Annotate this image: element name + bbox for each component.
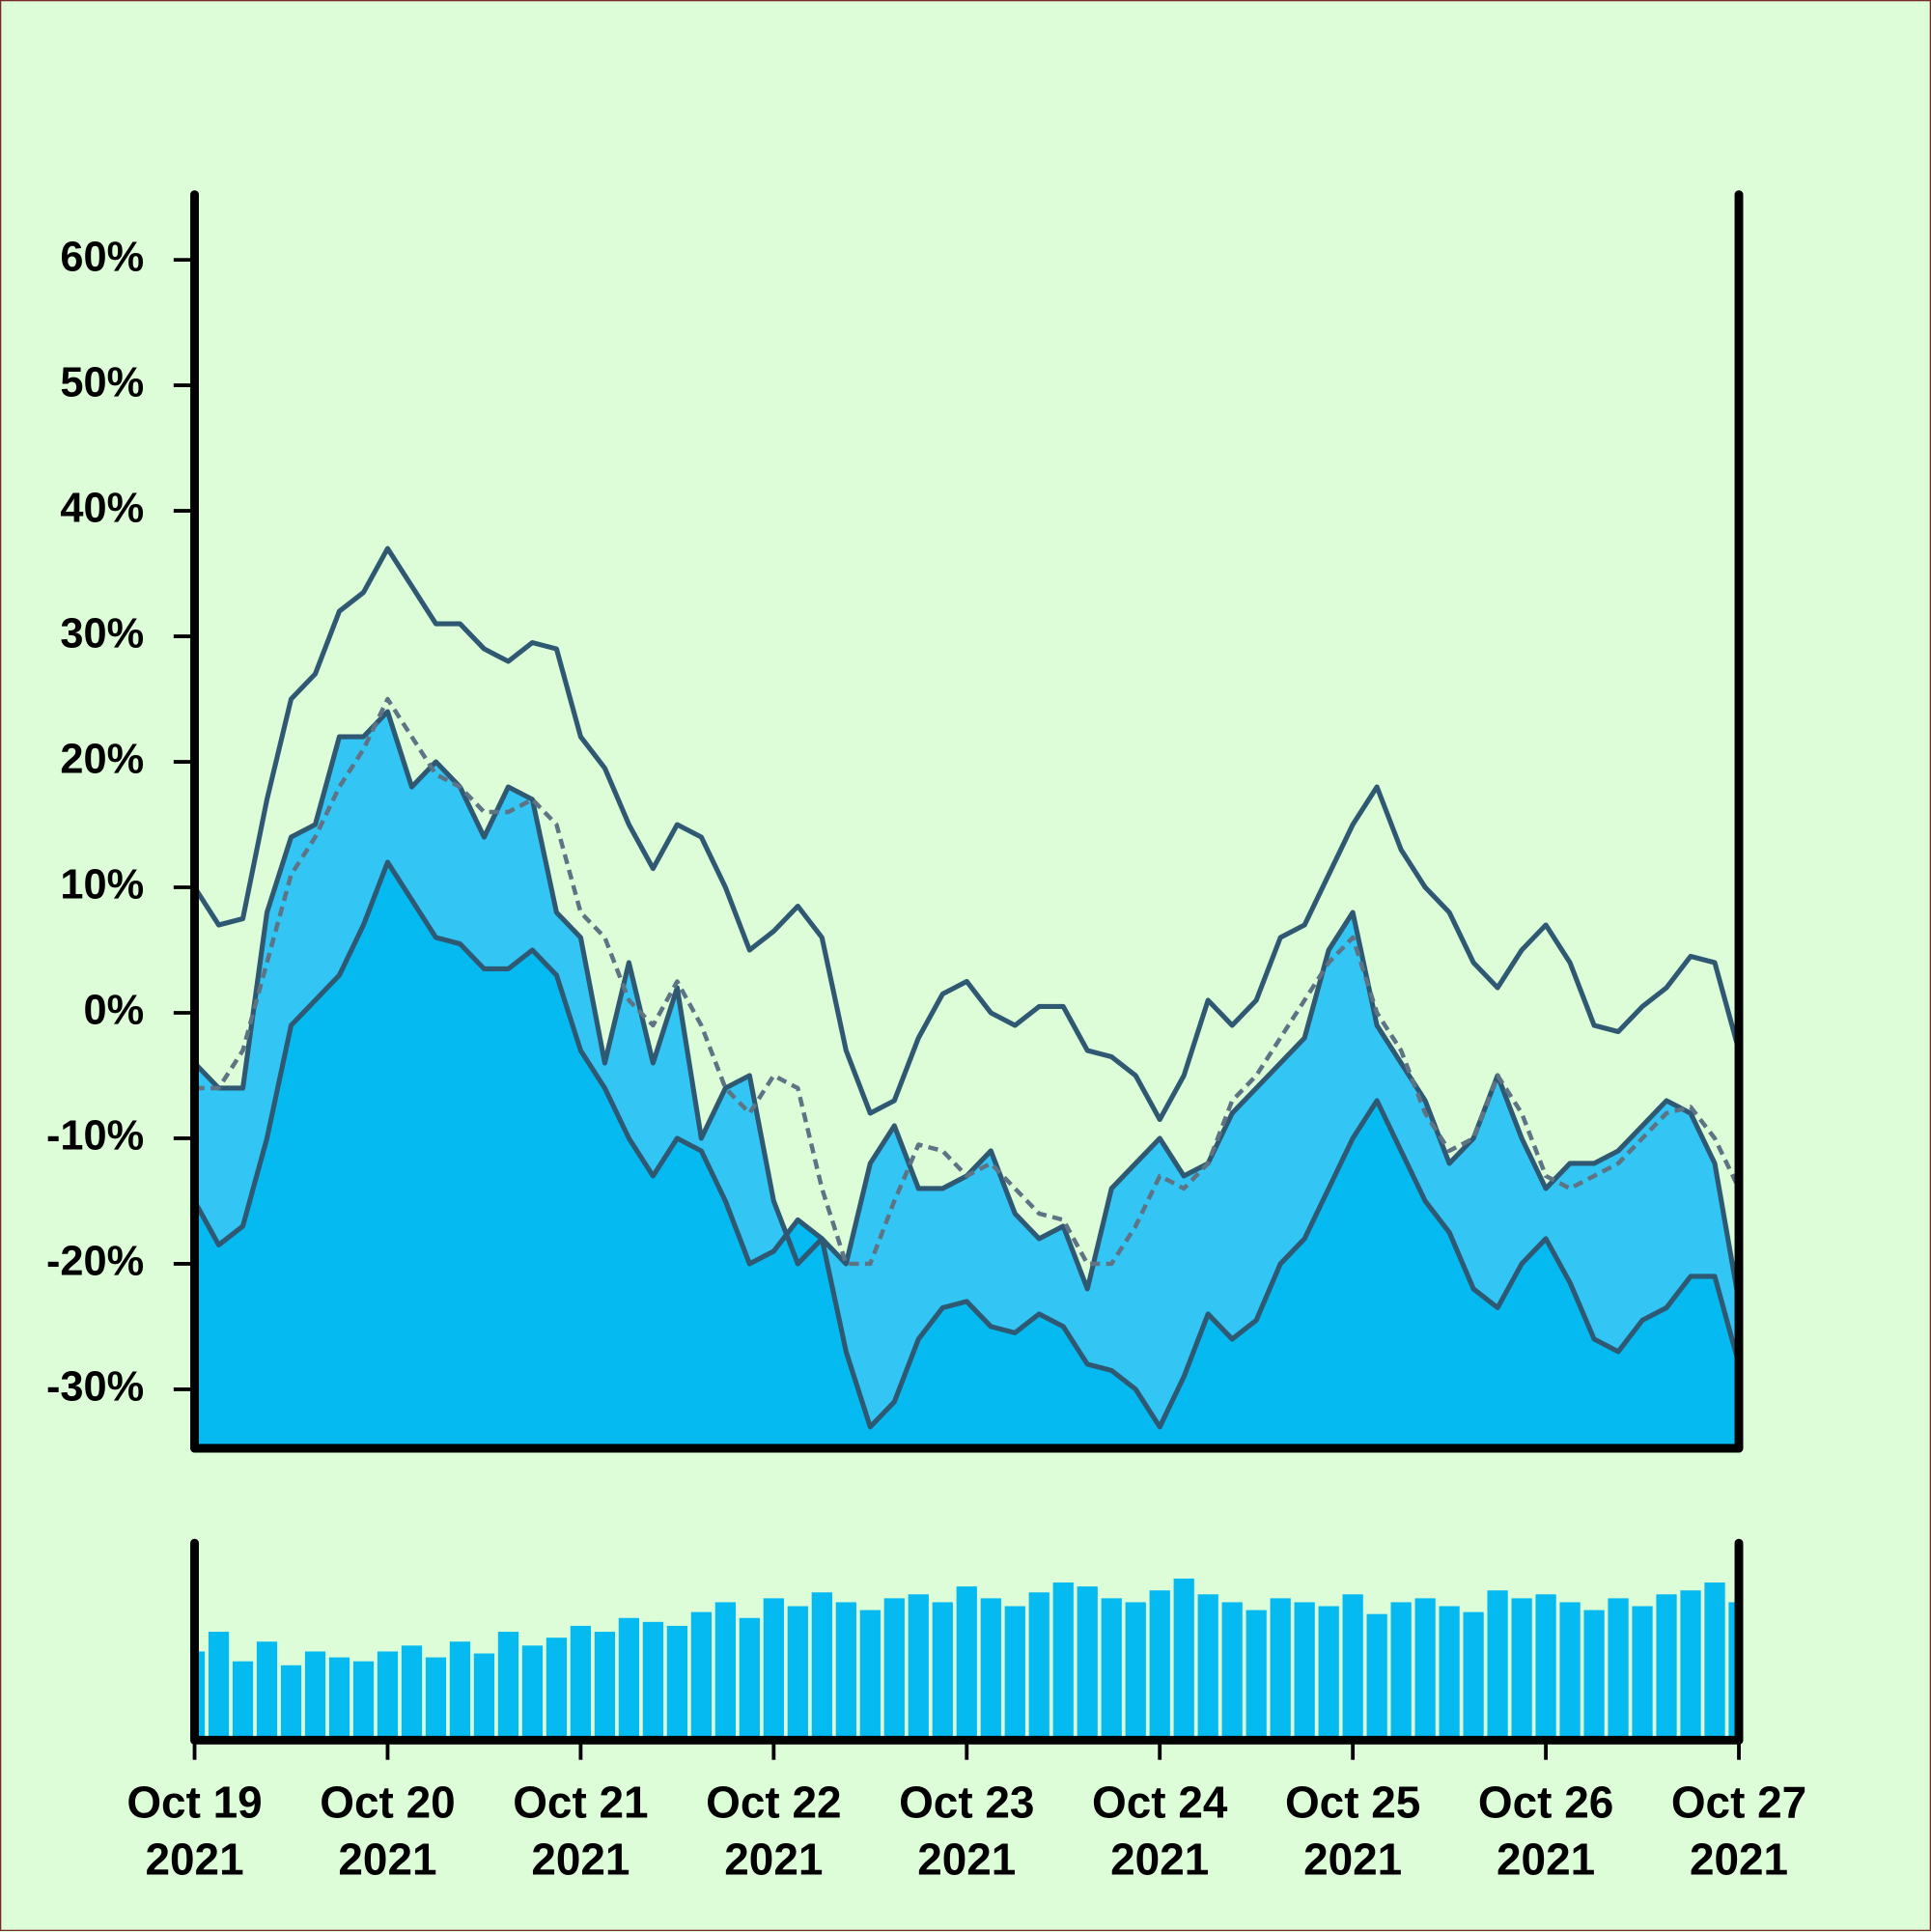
volume-bar [908, 1594, 929, 1741]
volume-bar [1414, 1598, 1436, 1741]
volume-bar [1704, 1582, 1725, 1741]
x-tick-label: Oct 26 2021 [1477, 1777, 1614, 1885]
y-tick-label: -30% [46, 1363, 144, 1410]
volume-bar [232, 1661, 254, 1741]
y-tick-label: -10% [46, 1112, 144, 1159]
volume-bar [690, 1611, 712, 1741]
y-tick-label: 20% [60, 736, 144, 782]
volume-bar [570, 1625, 592, 1741]
volume-bar [980, 1598, 1001, 1741]
volume-bar [835, 1602, 856, 1741]
x-tick-label: Oct 22 2021 [706, 1777, 842, 1885]
x-tick-label: Oct 20 2021 [320, 1777, 456, 1885]
volume-bar [521, 1645, 544, 1741]
volume-bar [1221, 1602, 1243, 1741]
volume-bar [956, 1586, 977, 1741]
volume-bar [1197, 1594, 1218, 1741]
volume-bar [642, 1621, 664, 1741]
volume-bar [1342, 1594, 1363, 1741]
volume-bar [1270, 1598, 1291, 1741]
volume-bar [425, 1657, 447, 1741]
volume-bar [763, 1598, 784, 1741]
volume-bar [739, 1617, 760, 1741]
volume-bar [1366, 1613, 1387, 1741]
line [194, 696, 1740, 1267]
volume-plot [194, 1578, 1740, 1741]
volume-bar [328, 1657, 350, 1741]
volume-bar [304, 1651, 326, 1741]
volume-bar [594, 1632, 616, 1741]
line [194, 859, 1740, 1430]
line [194, 546, 1740, 1123]
volume-bar [1632, 1606, 1653, 1741]
volume-bar [449, 1641, 471, 1741]
volume-bar [1728, 1602, 1740, 1741]
volume-bar [1583, 1610, 1605, 1741]
volume-bar [1487, 1590, 1508, 1741]
y-tick-label: 40% [60, 486, 144, 532]
x-tick-label: Oct 27 2021 [1670, 1777, 1807, 1885]
volume-bar [1101, 1598, 1122, 1741]
volume-bar [546, 1638, 568, 1741]
volume-bar [1245, 1610, 1267, 1741]
volume-bar [1608, 1598, 1629, 1741]
volume-bar [1077, 1586, 1098, 1741]
volume-bar [1463, 1611, 1484, 1741]
y-tick-label: 10% [60, 861, 144, 908]
axes: -30% -20% -10% 0% 10% 20% 30% 40% 50% 60% [46, 190, 1744, 1760]
volume-bar [859, 1610, 881, 1741]
volume-bar [1125, 1602, 1146, 1741]
x-tick-label: Oct 19 2021 [126, 1777, 263, 1885]
y-tick-label: 60% [60, 235, 144, 281]
x-tick-label: Oct 25 2021 [1284, 1777, 1421, 1885]
volume-bar [1052, 1582, 1074, 1741]
volume-bar [377, 1651, 399, 1741]
x-tick-label: Oct 21 2021 [513, 1777, 649, 1885]
y-tick-label: -20% [46, 1238, 144, 1284]
y-tick-label: 0% [84, 987, 145, 1033]
volume-bar [1149, 1590, 1170, 1741]
volume-bar [1294, 1602, 1315, 1741]
y-tick-label: 30% [60, 611, 144, 658]
volume-bar [932, 1602, 953, 1741]
volume-bar [1680, 1590, 1701, 1741]
area [194, 862, 1740, 1448]
volume-bar [1390, 1602, 1412, 1741]
price-plot [194, 546, 1740, 1448]
volume-bar [787, 1606, 808, 1741]
volume-bar [352, 1661, 375, 1741]
volume-bar [280, 1665, 302, 1741]
volume-bar [714, 1602, 736, 1741]
volume-bar [1656, 1594, 1677, 1741]
volume-bar [473, 1653, 495, 1741]
x-tick-label: Oct 23 2021 [899, 1777, 1035, 1885]
volume-bar [811, 1592, 832, 1741]
volume-bar [1559, 1602, 1581, 1741]
y-tick-label: 50% [60, 360, 144, 406]
volume-bar [208, 1632, 230, 1741]
volume-bar [497, 1632, 519, 1741]
volume-bar [194, 1651, 206, 1741]
volume-bar [1028, 1592, 1049, 1741]
volume-bar [1004, 1606, 1025, 1741]
volume-bar [883, 1598, 905, 1741]
volume-bar [1535, 1594, 1556, 1741]
volume-bar [618, 1617, 640, 1741]
volume-bar [1439, 1606, 1460, 1741]
x-tick-label: Oct 24 2021 [1092, 1777, 1228, 1885]
volume-bar [666, 1625, 687, 1741]
volume-bar [401, 1645, 423, 1741]
volume-bar [1511, 1598, 1532, 1741]
volume-bar [1173, 1578, 1194, 1741]
volume-bar [256, 1641, 278, 1741]
volume-bar [1318, 1606, 1339, 1741]
